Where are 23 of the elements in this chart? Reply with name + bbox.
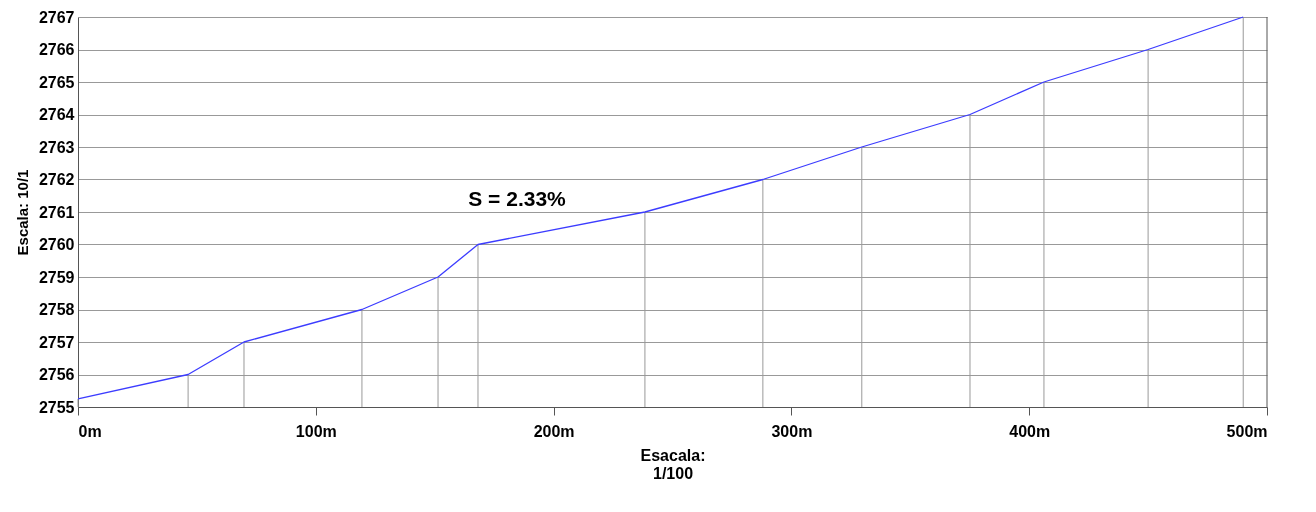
y-tick-label: 2762 <box>38 171 75 188</box>
y-tick-label: 2755 <box>38 398 75 416</box>
y-tick-label: 2766 <box>38 41 75 58</box>
y-tick-label: 2765 <box>38 73 75 91</box>
y-tick-label: 2759 <box>38 268 75 286</box>
line-series <box>77 16 1244 400</box>
y-tick-label: 2757 <box>38 333 75 351</box>
x-tick-label: 100m <box>295 422 337 440</box>
y-tick-label: 2767 <box>38 8 75 26</box>
y-tick-label: 2761 <box>38 203 75 221</box>
x-tick-label: 200m <box>533 422 575 440</box>
y-axis-title: Escala: 10/1 <box>13 169 31 256</box>
x-tick-label: 0m <box>78 422 102 440</box>
x-tick-label: 500m <box>1226 422 1268 440</box>
y-tick-label: 2763 <box>38 138 75 156</box>
x-axis-title: Esacala: 1/100 <box>640 446 706 482</box>
y-tick-label: 2758 <box>38 301 75 318</box>
y-tick-label: 2760 <box>38 236 75 253</box>
x-tick-label: 300m <box>771 422 813 440</box>
y-tick-label: 2756 <box>38 366 75 383</box>
y-tick-label: 2764 <box>38 106 75 123</box>
x-tick-label: 400m <box>1009 422 1051 440</box>
annotation: S = 2.33% <box>468 187 567 210</box>
